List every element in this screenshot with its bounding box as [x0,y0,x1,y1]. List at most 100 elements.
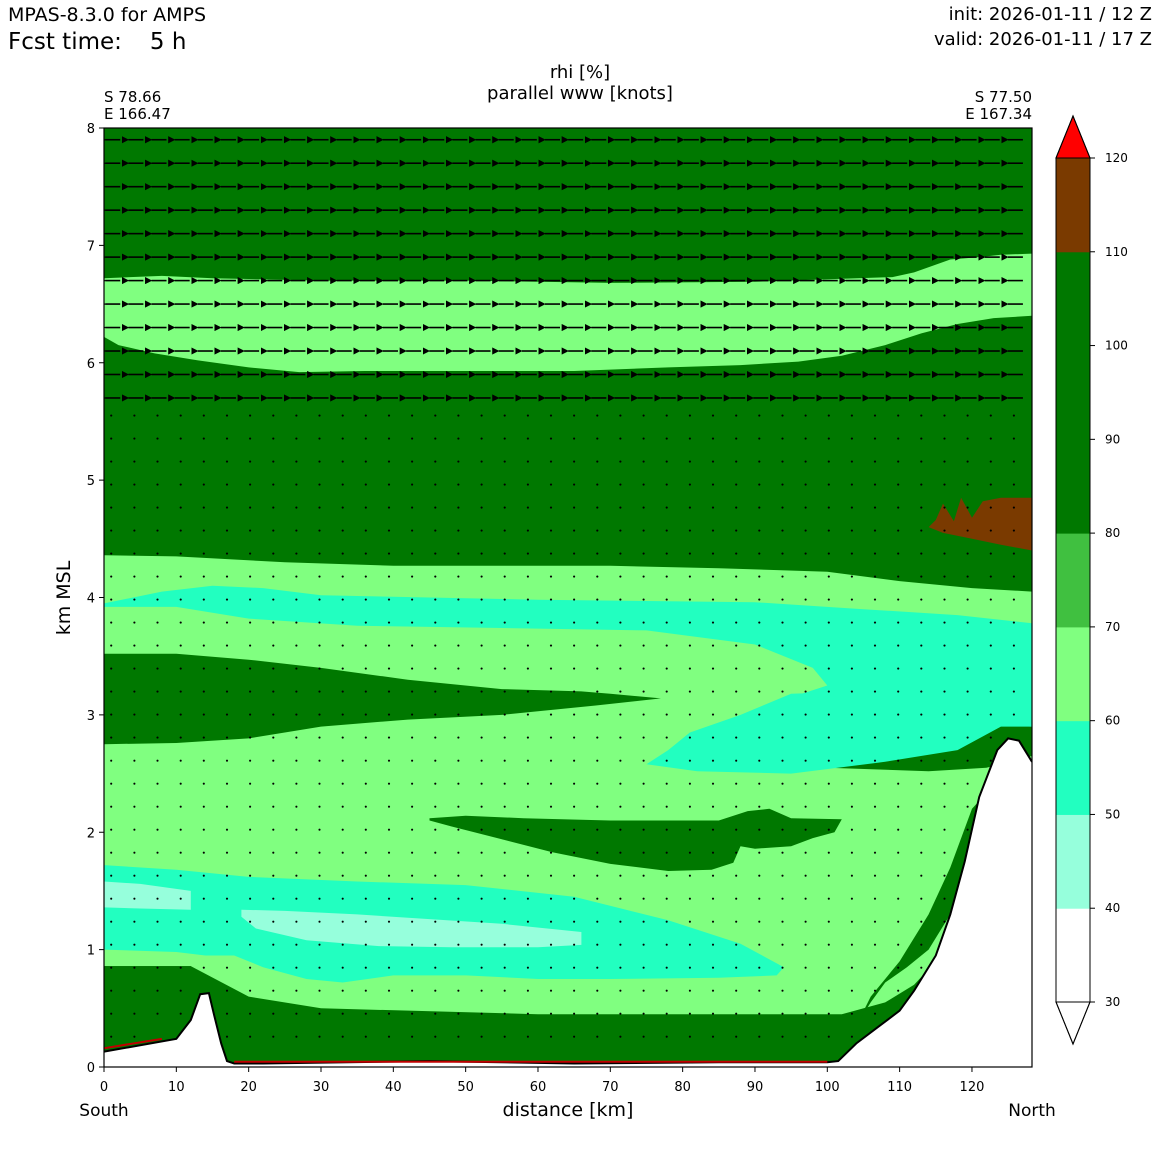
wind-dot [133,874,136,877]
wind-dot [272,782,275,785]
wind-dot [711,644,715,647]
wind-dot [758,759,761,762]
wind-dot [549,437,553,440]
wind-dot [434,805,437,808]
wind-dot [642,598,645,601]
wind-dot [850,828,853,831]
wind-dot [503,851,506,854]
wind-dot [619,713,622,716]
wind-dot [249,1012,252,1015]
wind-dot [272,529,275,532]
wind-dot [920,644,923,647]
wind-dot [665,483,668,486]
wind-dot [341,690,344,693]
wind-dot [966,483,969,486]
wind-dot [411,782,414,785]
wind-dot [272,920,275,923]
wind-dot [156,782,159,785]
wind-dot [457,943,460,946]
wind-dot [202,943,205,946]
wind-dot [411,621,414,624]
wind-dot [387,782,391,785]
wind-dot [503,1035,506,1038]
wind-dot [549,989,553,992]
wind-dot [804,805,807,808]
wind-dot [364,644,367,647]
wind-dot [711,989,715,992]
wind-dot [758,506,761,509]
wind-dot [966,759,969,762]
wind-dot [202,483,205,486]
wind-dot [804,598,807,601]
wind-dot [781,506,784,509]
wind-dot [503,506,506,509]
wind-dot [596,575,599,578]
wind-dot [434,667,437,670]
wind-dot [688,552,691,555]
wind-dot [781,736,784,739]
wind-dot [688,621,691,624]
wind-dot [202,782,205,785]
wind-dot [735,667,738,670]
wind-dot [827,1012,830,1015]
wind-dot [526,759,529,762]
wind-dot [873,1012,877,1015]
colorbar-segment [1056,908,1090,1003]
wind-dot [966,552,969,555]
wind-dot [434,828,437,831]
wind-dot [387,460,391,463]
wind-dot [688,483,691,486]
wind-dot [781,483,784,486]
wind-dot [549,460,553,463]
wind-dot [711,575,715,578]
colorbar-segment [1056,814,1090,909]
forecast-time: Fcst time: 5 h [8,29,186,55]
wind-dot [804,828,807,831]
wind-dot [642,644,645,647]
chart-subtitle: parallel www [knots] [487,83,673,104]
wind-dot [711,460,715,463]
wind-dot [897,690,900,693]
wind-dot [503,667,506,670]
wind-dot [480,828,483,831]
wind-dot [526,966,529,969]
x-tick-label: 100 [815,1080,840,1095]
wind-dot [873,920,877,923]
wind-dot [619,874,622,877]
wind-dot [688,460,691,463]
wind-dot [526,920,529,923]
wind-dot [781,529,784,532]
wind-dot [711,759,715,762]
wind-dot [549,414,553,417]
wind-dot [249,989,252,992]
wind-dot [225,851,229,854]
wind-dot [434,506,437,509]
wind-dot [364,460,367,463]
y-axis-label: km MSL [53,560,75,636]
wind-dot [179,920,182,923]
wind-dot [156,851,159,854]
wind-dot [133,552,136,555]
wind-dot [966,805,969,808]
wind-dot [318,851,321,854]
wind-dot [850,736,853,739]
wind-dot [295,598,298,601]
wind-dot [434,897,437,900]
wind-dot [873,897,877,900]
wind-dot [665,782,668,785]
wind-dot [457,506,460,509]
wind-dot [295,437,298,440]
wind-dot [781,989,784,992]
wind-dot [596,414,599,417]
wind-dot [711,713,715,716]
wind-dot [596,851,599,854]
wind-dot [966,667,969,670]
wind-dot [318,989,321,992]
colorbar-tick-label: 70 [1105,620,1120,634]
wind-dot [758,874,761,877]
wind-dot [480,805,483,808]
wind-dot [781,644,784,647]
wind-dot [781,897,784,900]
wind-dot [364,621,367,624]
y-tick-label: 3 [87,709,95,724]
